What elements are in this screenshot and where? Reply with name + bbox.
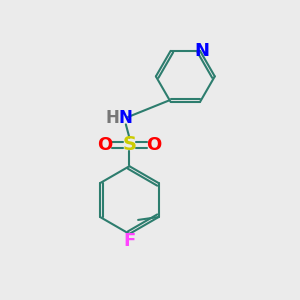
Text: H: H [105,110,119,128]
Text: N: N [119,110,133,128]
Text: O: O [146,136,161,154]
Text: O: O [98,136,113,154]
Text: N: N [194,42,209,60]
Text: F: F [123,232,136,250]
Text: S: S [122,136,136,154]
